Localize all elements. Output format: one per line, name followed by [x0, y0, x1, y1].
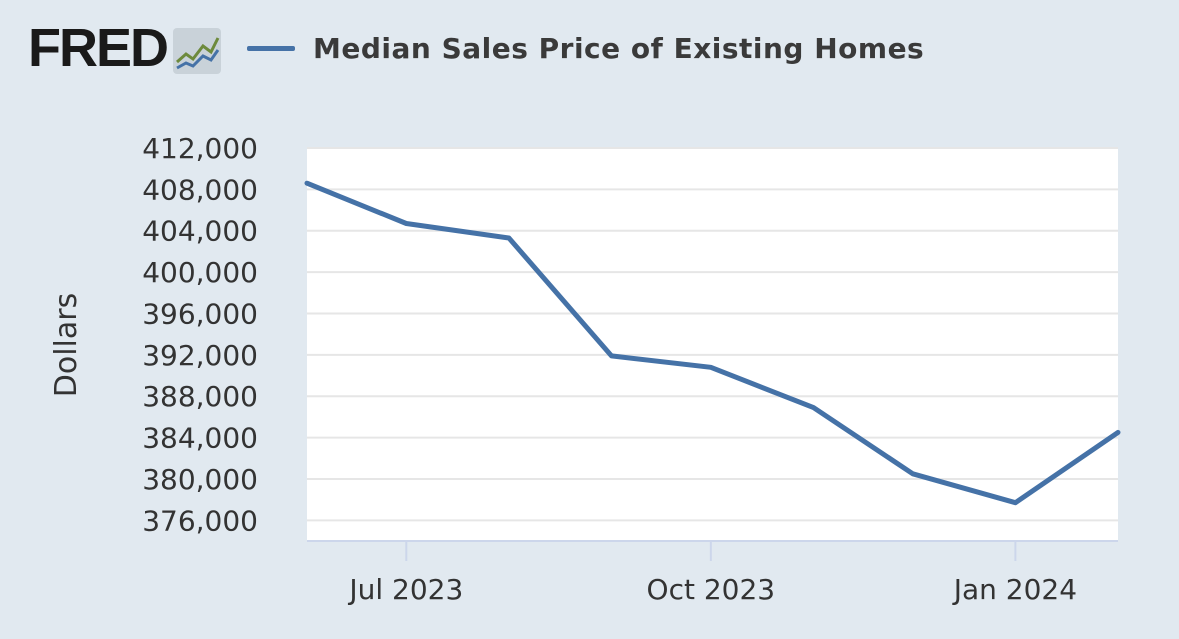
- plot-area: [307, 148, 1118, 541]
- series-layer: [304, 180, 1121, 506]
- data-point[interactable]: [910, 471, 915, 476]
- x-tick-label: Jan 2024: [952, 573, 1077, 606]
- data-point[interactable]: [404, 221, 409, 226]
- y-tick-label: 404,000: [142, 215, 258, 248]
- grid-lines: [307, 147, 1118, 522]
- y-tick-label: 392,000: [142, 339, 258, 372]
- y-tick-label: 396,000: [142, 297, 258, 330]
- data-point[interactable]: [609, 353, 614, 358]
- data-point[interactable]: [811, 405, 816, 410]
- data-point[interactable]: [1116, 430, 1120, 435]
- legend-swatch: [247, 45, 295, 51]
- y-axis-title: Dollars: [49, 293, 84, 397]
- data-point[interactable]: [506, 235, 511, 240]
- y-tick-label: 376,000: [142, 504, 258, 537]
- y-tick-label: 412,000: [142, 132, 258, 165]
- legend: Median Sales Price of Existing Homes: [247, 32, 924, 65]
- fred-graph-logo-icon: [173, 28, 221, 74]
- y-axis: 376,000 380,000 384,000 388,000 392,000 396,0…: [142, 132, 258, 537]
- x-axis: Jul 2023 Oct 2023 Jan 2024: [307, 540, 1118, 606]
- x-tick-label: Oct 2023: [647, 573, 776, 606]
- data-point[interactable]: [708, 365, 713, 370]
- fred-logo[interactable]: FRED: [28, 18, 169, 78]
- x-tick-label: Jul 2023: [347, 573, 463, 606]
- y-tick-label: 408,000: [142, 173, 258, 206]
- data-point[interactable]: [305, 181, 309, 186]
- y-tick-label: 400,000: [142, 256, 258, 289]
- data-point[interactable]: [1013, 500, 1018, 505]
- y-tick-label: 384,000: [142, 422, 258, 455]
- y-tick-label: 380,000: [142, 463, 258, 496]
- legend-label[interactable]: Median Sales Price of Existing Homes: [313, 31, 925, 65]
- y-tick-label: 388,000: [142, 380, 258, 413]
- chart-header: FRED Median Sales Price of Existing Home…: [28, 18, 924, 78]
